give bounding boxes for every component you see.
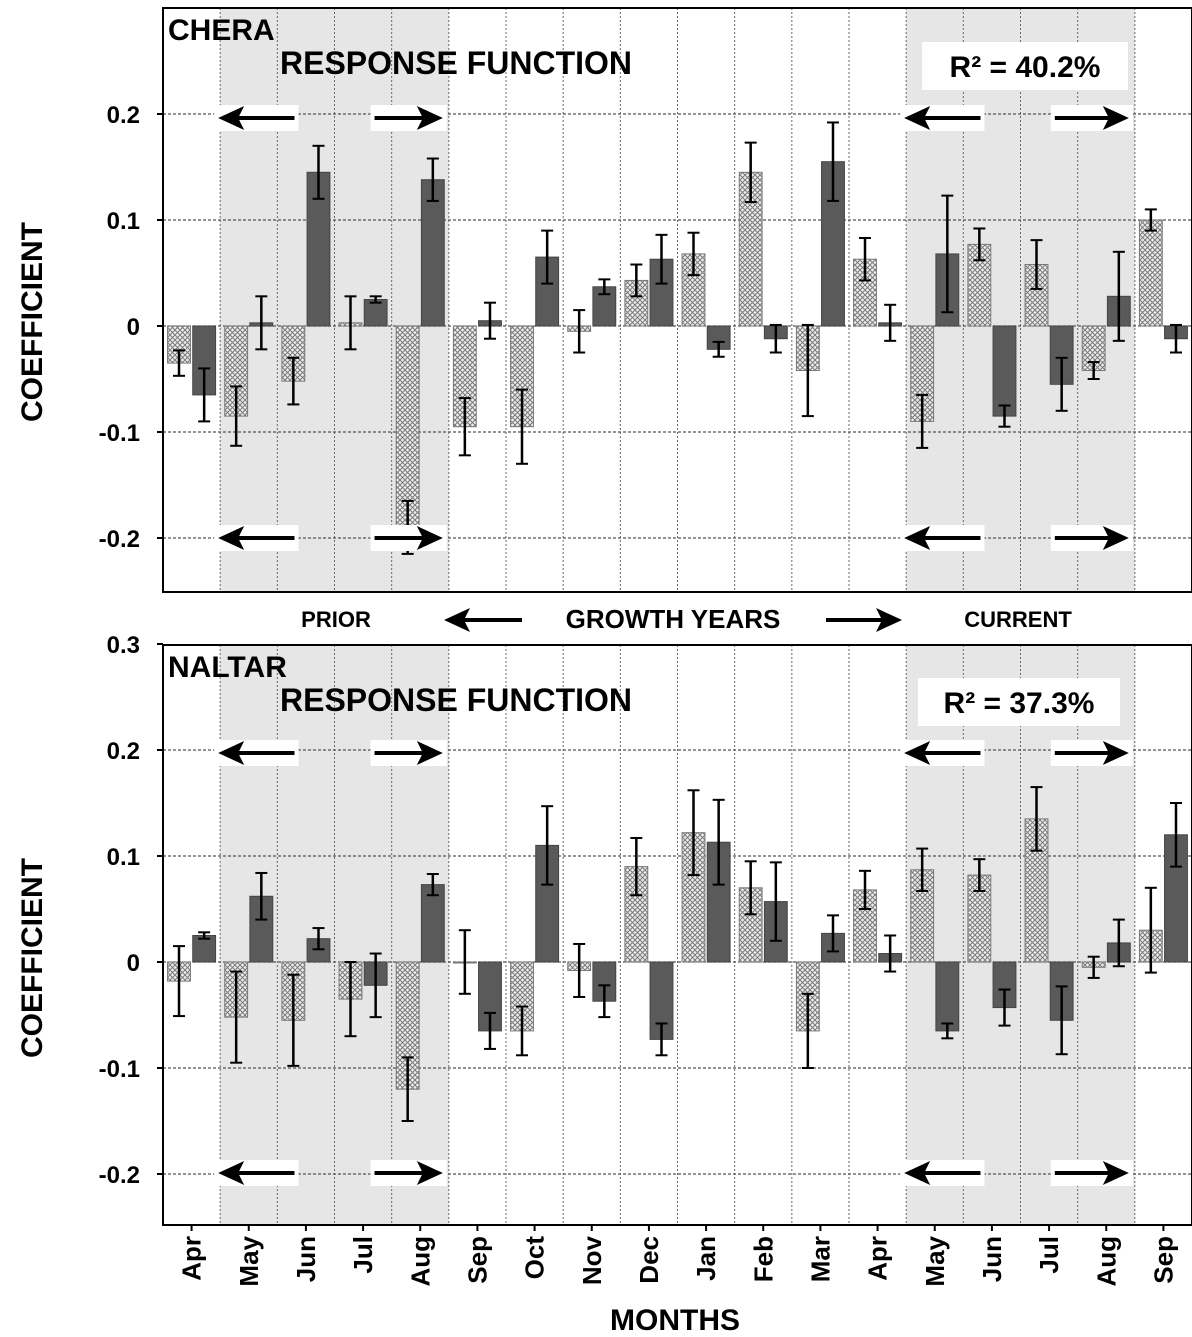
x-tick-label: Sep bbox=[462, 1236, 492, 1284]
x-tick-label: Apr bbox=[177, 1236, 207, 1281]
right-arrow bbox=[370, 105, 447, 131]
arrow-head bbox=[904, 526, 931, 550]
x-tick-label: Aug bbox=[1091, 1236, 1121, 1287]
r2-label: R² = 37.3% bbox=[944, 687, 1095, 720]
x-tick-label: Sep bbox=[1148, 1236, 1178, 1284]
chart-title: RESPONSE FUNCTION bbox=[280, 45, 632, 81]
growth-years-left-arrow bbox=[444, 608, 522, 632]
left-arrow bbox=[214, 740, 299, 766]
r2-box bbox=[922, 42, 1128, 90]
hatched-bar bbox=[395, 325, 420, 528]
y-tick-label: -0.2 bbox=[99, 1162, 140, 1189]
site-name: CHERA bbox=[168, 14, 275, 47]
growth-years-band: PRIOR CURRENT GROWTH YEARS bbox=[301, 604, 1072, 634]
left-arrow bbox=[900, 105, 985, 131]
arrow-head bbox=[218, 1161, 245, 1185]
solid-bar bbox=[420, 884, 445, 963]
x-tick-label: Mar bbox=[805, 1236, 835, 1282]
solid-bar bbox=[992, 325, 1017, 417]
left-arrow bbox=[214, 525, 299, 551]
y-tick-label: 0.2 bbox=[107, 738, 140, 765]
arrow-head bbox=[904, 106, 931, 130]
x-tick-label: Jul bbox=[1034, 1236, 1064, 1274]
y-tick-label: 0.2 bbox=[107, 102, 140, 129]
left-arrow bbox=[900, 525, 985, 551]
y-axis-label-top: COEFFICIENT bbox=[16, 222, 49, 422]
solid-bar bbox=[935, 961, 960, 1032]
arrow-head bbox=[1102, 106, 1129, 130]
left-arrow bbox=[900, 1160, 985, 1186]
right-arrow bbox=[370, 740, 447, 766]
arrow-head bbox=[1102, 1161, 1129, 1185]
r2-label: R² = 40.2% bbox=[950, 51, 1101, 84]
arrow-head bbox=[416, 526, 443, 550]
x-axis-label: MONTHS bbox=[610, 1304, 740, 1337]
x-tick-label: Jan bbox=[691, 1236, 721, 1281]
hatched-bar bbox=[1138, 219, 1163, 327]
growth-years-right-arrow bbox=[826, 608, 902, 632]
x-tick-label: Jun bbox=[291, 1236, 321, 1282]
y-axis-label-bottom: COEFFICIENT bbox=[16, 858, 49, 1058]
left-arrow bbox=[214, 105, 299, 131]
site-name: NALTAR bbox=[168, 651, 287, 684]
chart-title: RESPONSE FUNCTION bbox=[280, 682, 632, 718]
right-arrow bbox=[370, 1160, 447, 1186]
x-tick-labels: Apr May Jun Jul Aug Sep Oct Nov Dec Jan Feb Mar Apr M… bbox=[177, 1225, 1178, 1287]
arrow-head bbox=[416, 1161, 443, 1185]
right-arrow bbox=[1050, 525, 1133, 551]
left-arrow bbox=[214, 1160, 299, 1186]
y-tick-label: -0.2 bbox=[99, 526, 140, 553]
right-arrow bbox=[1050, 1160, 1133, 1186]
x-tick-label: Jul bbox=[348, 1236, 378, 1274]
x-tick-label: Oct bbox=[520, 1236, 550, 1280]
left-arrow bbox=[900, 740, 985, 766]
arrow-head bbox=[416, 741, 443, 765]
y-tick-label: -0.1 bbox=[99, 1056, 140, 1083]
right-arrow bbox=[370, 525, 447, 551]
prior-label: PRIOR bbox=[301, 607, 371, 632]
plot-frame bbox=[162, 644, 1192, 1226]
right-arrow bbox=[1050, 105, 1133, 131]
arrow-head bbox=[218, 106, 245, 130]
plot-frame bbox=[162, 7, 1192, 593]
x-tick-label: Jun bbox=[977, 1236, 1007, 1282]
arrow-head bbox=[218, 526, 245, 550]
r2-box bbox=[918, 678, 1120, 726]
y-tick-label: 0.1 bbox=[107, 844, 140, 871]
x-tick-label: May bbox=[920, 1235, 950, 1286]
growth-years-label: GROWTH YEARS bbox=[566, 604, 781, 634]
y-tick-label: 0 bbox=[127, 314, 140, 341]
arrow-head bbox=[904, 741, 931, 765]
arrow-head bbox=[416, 106, 443, 130]
y-tick-label: -0.1 bbox=[99, 420, 140, 447]
x-tick-label: May bbox=[234, 1235, 264, 1286]
arrow-head bbox=[904, 1161, 931, 1185]
arrow-head bbox=[218, 741, 245, 765]
y-tick-label: 0 bbox=[127, 950, 140, 977]
arrow-head bbox=[1102, 526, 1129, 550]
current-label: CURRENT bbox=[964, 607, 1072, 632]
y-tick-label: 0.3 bbox=[107, 632, 140, 659]
right-arrow bbox=[1050, 740, 1133, 766]
arrow-head bbox=[1102, 741, 1129, 765]
x-tick-label: Apr bbox=[863, 1236, 893, 1281]
x-tick-label: Feb bbox=[748, 1236, 778, 1282]
x-tick-label: Dec bbox=[634, 1236, 664, 1284]
y-tick-label: 0.1 bbox=[107, 208, 140, 235]
x-tick-label: Nov bbox=[577, 1235, 607, 1285]
x-tick-label: Aug bbox=[405, 1236, 435, 1287]
